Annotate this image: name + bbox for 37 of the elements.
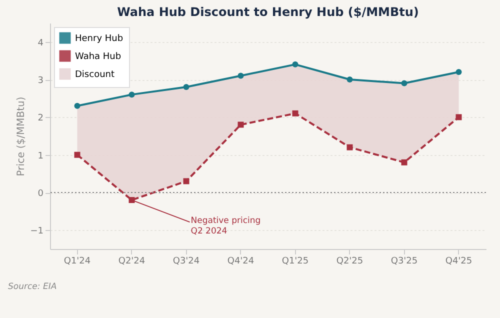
y-tick-label: 1 xyxy=(38,151,44,162)
point xyxy=(292,110,298,116)
point xyxy=(346,144,353,150)
legend-label: Henry Hub xyxy=(75,34,124,44)
point xyxy=(128,92,135,98)
y-tick-label: 2 xyxy=(38,114,44,124)
point xyxy=(74,102,80,109)
point xyxy=(238,122,244,128)
point xyxy=(456,68,462,75)
legend-label: Discount xyxy=(75,70,115,80)
y-tick-label: 3 xyxy=(38,76,44,86)
x-tick-label: Q2'25 xyxy=(336,256,364,266)
point xyxy=(456,114,462,120)
point xyxy=(346,76,353,82)
point xyxy=(401,159,408,166)
y-tick-label: 0 xyxy=(38,189,44,199)
x-tick-label: Q3'25 xyxy=(390,256,418,266)
point xyxy=(74,152,80,158)
legend-label: Waha Hub xyxy=(75,52,122,62)
y-axis-title: Price ($/MMBtu) xyxy=(16,96,28,176)
x-tick-label: Q4'24 xyxy=(227,256,254,266)
point xyxy=(401,80,408,86)
point xyxy=(292,61,298,68)
x-tick-label: Q3'24 xyxy=(172,256,200,266)
y-tick-label: 4 xyxy=(38,38,44,48)
source-note: Source: EIA xyxy=(8,282,57,292)
x-tick-label: Q4'25 xyxy=(445,256,472,266)
point xyxy=(238,72,244,79)
annotation: Negative pricing Q2 2024 xyxy=(190,216,261,237)
chart-title: Waha Hub Discount to Henry Hub ($/MMBtu) xyxy=(117,5,419,19)
point xyxy=(183,84,190,90)
x-tick-label: Q2'24 xyxy=(118,256,146,266)
point xyxy=(183,178,190,184)
point xyxy=(128,197,135,204)
x-tick-label: Q1'24 xyxy=(64,256,91,266)
x-tick-label: Q1'25 xyxy=(282,256,309,266)
y-tick-label: −1 xyxy=(30,226,44,237)
